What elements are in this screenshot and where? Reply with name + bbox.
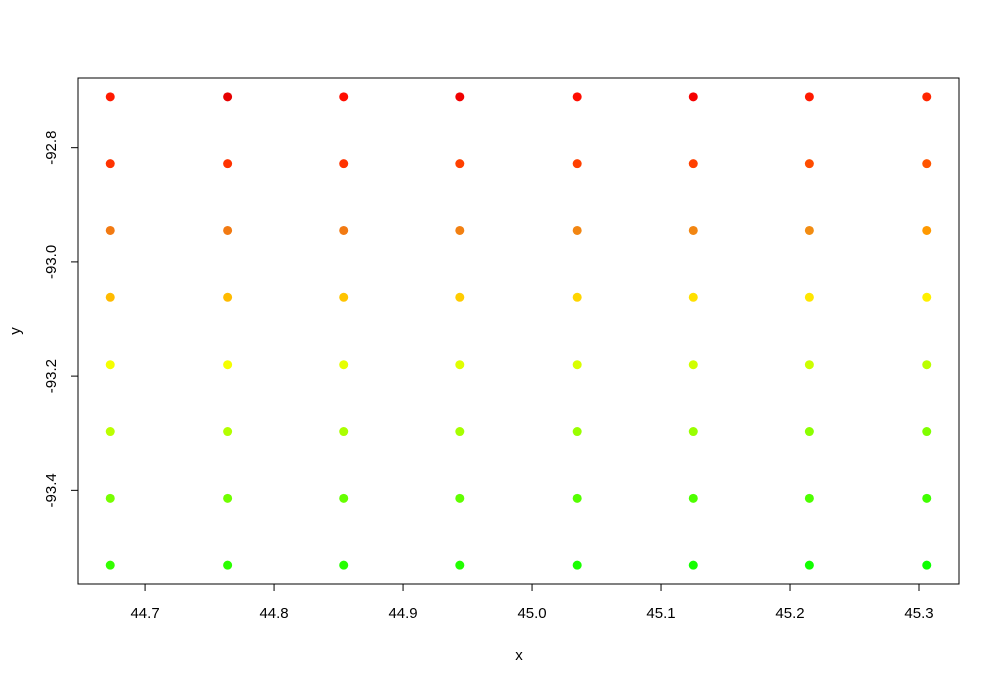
- point: [105, 493, 115, 503]
- point: [339, 360, 349, 370]
- point: [223, 92, 233, 102]
- y-tick-label: -92.8: [43, 131, 60, 165]
- x-tick-label: 44.8: [259, 605, 288, 622]
- point: [223, 493, 233, 503]
- point: [804, 292, 814, 302]
- point: [223, 225, 233, 235]
- point: [572, 493, 582, 503]
- x-tick-label: 44.7: [130, 605, 159, 622]
- point: [688, 427, 698, 437]
- point: [223, 360, 233, 370]
- point: [922, 292, 932, 302]
- point: [339, 427, 349, 437]
- point: [455, 225, 465, 235]
- point: [223, 292, 233, 302]
- point: [922, 560, 932, 570]
- x-tick-label: 45.1: [646, 605, 675, 622]
- point: [922, 225, 932, 235]
- point: [688, 292, 698, 302]
- point: [688, 493, 698, 503]
- point: [455, 92, 465, 102]
- point: [455, 360, 465, 370]
- point: [922, 427, 932, 437]
- y-axis-label: y: [7, 327, 24, 335]
- plot-frame: [77, 77, 960, 585]
- point: [105, 292, 115, 302]
- point: [688, 92, 698, 102]
- point: [572, 225, 582, 235]
- point: [339, 225, 349, 235]
- point: [339, 159, 349, 169]
- point: [922, 159, 932, 169]
- point: [339, 292, 349, 302]
- point: [105, 560, 115, 570]
- point: [105, 92, 115, 102]
- point: [804, 493, 814, 503]
- point: [455, 427, 465, 437]
- y-tick-label: -93.2: [43, 359, 60, 393]
- point: [922, 493, 932, 503]
- x-axis-label: x: [515, 647, 523, 664]
- point: [688, 225, 698, 235]
- point: [922, 92, 932, 102]
- point: [804, 225, 814, 235]
- point: [804, 427, 814, 437]
- point: [339, 92, 349, 102]
- point: [105, 360, 115, 370]
- point: [804, 560, 814, 570]
- point: [804, 360, 814, 370]
- x-tick-label: 44.9: [388, 605, 417, 622]
- x-tick-label: 45.3: [904, 605, 933, 622]
- point: [688, 159, 698, 169]
- point: [455, 493, 465, 503]
- point: [223, 159, 233, 169]
- point: [688, 360, 698, 370]
- point: [572, 360, 582, 370]
- y-tick-label: -93.0: [43, 245, 60, 279]
- point: [804, 159, 814, 169]
- point: [455, 159, 465, 169]
- point: [105, 159, 115, 169]
- point: [339, 560, 349, 570]
- point: [339, 493, 349, 503]
- point: [572, 92, 582, 102]
- point: [572, 159, 582, 169]
- y-tick-label: -93.4: [43, 473, 60, 507]
- point: [223, 427, 233, 437]
- point: [105, 225, 115, 235]
- point: [688, 560, 698, 570]
- x-tick-label: 45.0: [517, 605, 546, 622]
- point: [105, 427, 115, 437]
- x-tick-label: 45.2: [775, 605, 804, 622]
- point: [572, 427, 582, 437]
- point: [922, 360, 932, 370]
- point: [572, 560, 582, 570]
- point: [572, 292, 582, 302]
- point: [455, 292, 465, 302]
- point: [455, 560, 465, 570]
- point: [223, 560, 233, 570]
- point: [804, 92, 814, 102]
